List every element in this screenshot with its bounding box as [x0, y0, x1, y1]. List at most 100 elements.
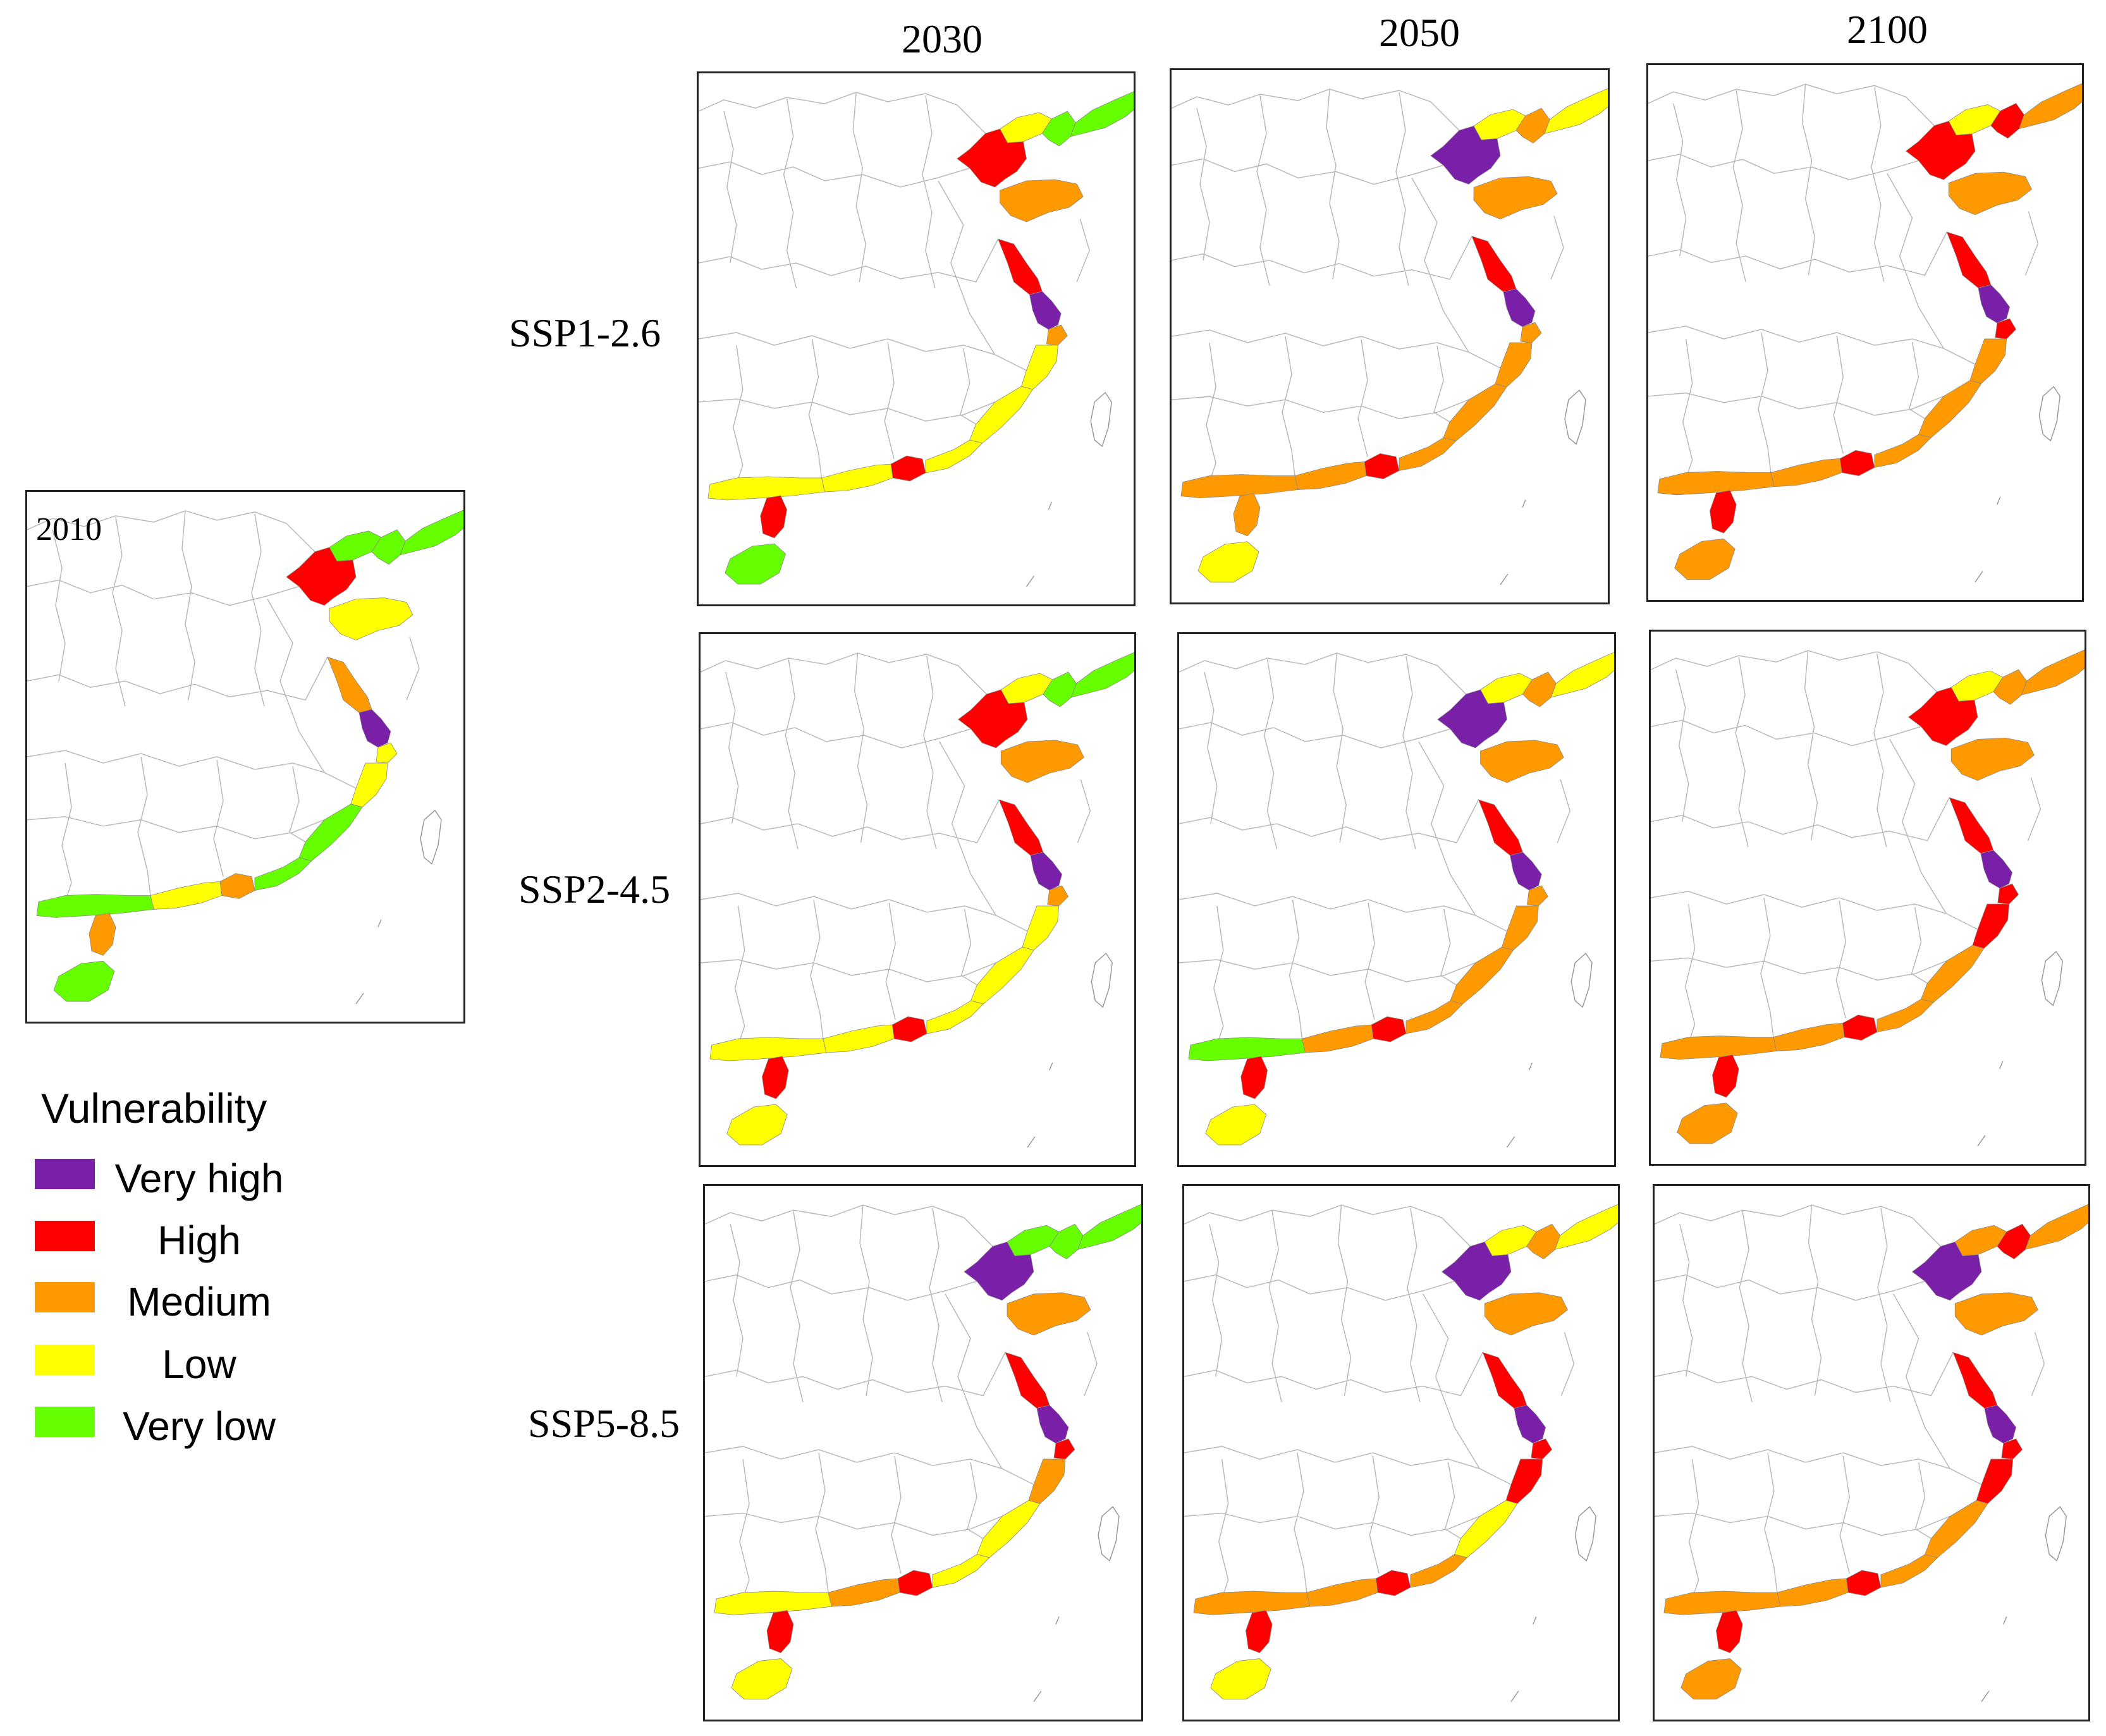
coastal-region-zhejiang	[1495, 342, 1533, 388]
province-borders	[1651, 650, 2042, 1044]
coastal-region-guangxi	[1660, 1036, 1777, 1060]
coastal-region-fujian	[1454, 1500, 1518, 1558]
map-panel-ssp2-2030	[699, 632, 1136, 1167]
coastal-region-jiangsu-north	[1952, 1352, 1998, 1409]
province-borders	[705, 1204, 1098, 1599]
coastal-region-fujian	[1924, 1500, 1988, 1558]
coastal-region-yangtze-delta	[1984, 1405, 2017, 1444]
coastal-region-liaodong-west	[1473, 109, 1526, 140]
island-marks	[1025, 501, 1053, 587]
coastal-region-liaodong-east	[1522, 671, 1557, 707]
coastal-map	[1172, 88, 1608, 585]
coastal-region-guangxi	[36, 894, 154, 918]
map-panel-ssp2-2050	[1177, 632, 1616, 1167]
coastal-region-zhejiang	[1505, 1458, 1543, 1504]
coastal-region-shandong	[1480, 740, 1564, 783]
coastal-region-guangdong-west	[1777, 1578, 1849, 1607]
coastal-region-pearl-delta	[1375, 1570, 1411, 1596]
coastal-region-pearl-delta	[890, 455, 926, 482]
coastal-region-leizhou	[1710, 490, 1737, 534]
coastal-region-liaodong-west	[1480, 673, 1533, 704]
map-panel-ssp2-2100	[1649, 630, 2086, 1166]
scenario-label-ssp5: SSP5-8.5	[528, 1401, 680, 1446]
legend-label-very-high: Very high	[114, 1156, 284, 1201]
coastal-region-leizhou	[1246, 1610, 1273, 1653]
coastal-region-guangdong-west	[823, 1024, 895, 1053]
coastal-region-fujian	[969, 386, 1034, 444]
coastal-region-guangdong-east	[1399, 437, 1457, 471]
island-marks	[1510, 1616, 1537, 1702]
coastal-region-guangdong-east	[254, 857, 312, 891]
coastal-region-guangdong-east	[1880, 1554, 1938, 1588]
coastal-region-jiangsu-north	[1471, 235, 1517, 293]
coastal-region-pearl-delta	[1371, 1016, 1407, 1042]
coastal-region-jiangsu-north	[1949, 797, 1994, 854]
coastal-region-bohai-west	[1911, 1241, 1982, 1301]
island-marks	[1506, 1062, 1533, 1148]
coastal-region-dandong	[1550, 652, 1614, 698]
island-marks	[1500, 499, 1526, 585]
legend-swatch-low	[35, 1345, 95, 1375]
coastal-region-dandong	[1070, 91, 1134, 137]
province-borders	[1648, 83, 2039, 479]
legend: Vulnerability Very high High Medium Low …	[35, 1084, 326, 1464]
legend-title: Vulnerability	[41, 1085, 267, 1132]
taiwan-outline	[1090, 391, 1112, 448]
coastal-region-fujian	[298, 804, 363, 862]
panel-title-2010: 2010	[36, 511, 102, 547]
island-marks	[1974, 496, 2001, 583]
coastal-region-liaodong-east	[1515, 107, 1550, 144]
province-borders	[1172, 89, 1564, 482]
scenario-label-ssp2: SSP2-4.5	[518, 867, 671, 912]
coastal-region-guangdong-west	[821, 463, 893, 492]
coastal-region-guangxi	[709, 1037, 827, 1061]
island-marks	[1977, 1061, 2004, 1147]
coastal-region-guangxi	[1663, 1591, 1781, 1615]
coastal-region-hainan	[1197, 541, 1259, 583]
coastal-region-jiangsu-north	[997, 238, 1043, 295]
coastal-region-guangdong-west	[1770, 458, 1842, 487]
island-marks	[1981, 1616, 2007, 1702]
coastal-region-shanghai	[1531, 1438, 1553, 1460]
coastal-region-liaodong-east	[1993, 669, 2027, 705]
coastal-map	[27, 510, 463, 1005]
province-borders	[1655, 1204, 2045, 1599]
coastal-region-pearl-delta	[1846, 1570, 1882, 1596]
coastal-map	[1651, 649, 2085, 1147]
coastal-region-guangxi	[707, 476, 825, 501]
coastal-region-leizhou	[1716, 1610, 1743, 1653]
coastal-region-guangdong-east	[1410, 1554, 1468, 1588]
coastal-region-hainan	[53, 960, 115, 1002]
taiwan-outline	[1098, 1506, 1120, 1562]
coastal-region-jiangsu-north	[327, 656, 372, 713]
coastal-map	[705, 1204, 1141, 1702]
coastal-region-pearl-delta	[891, 1016, 927, 1042]
coastal-region-yangtze-delta	[1503, 288, 1536, 327]
coastal-region-guangdong-east	[1874, 434, 1932, 468]
coastal-region-bohai-west	[1430, 125, 1501, 185]
coastal-region-dandong	[1544, 88, 1608, 134]
coastal-region-liaodong-east	[371, 529, 406, 565]
coastal-region-dandong	[400, 510, 463, 556]
year-header-2050: 2050	[1379, 10, 1460, 55]
coastal-region-guangdong-west	[150, 881, 223, 910]
coastal-region-dandong	[2024, 1204, 2088, 1250]
map-panel-ssp5-2030	[703, 1184, 1143, 1721]
coastal-region-hainan	[1205, 1104, 1267, 1146]
province-borders	[1179, 652, 1570, 1046]
coastal-region-yangtze-delta	[1978, 284, 2011, 324]
map-panel-ssp1-2050	[1170, 68, 1610, 604]
coastal-region-shanghai	[2001, 1438, 2023, 1460]
coastal-region-zhejiang	[1972, 903, 2010, 949]
coastal-region-leizhou	[1233, 493, 1261, 537]
coastal-region-bohai-west	[286, 547, 357, 606]
taiwan-outline	[2041, 951, 2063, 1006]
coastal-region-hainan	[1677, 1103, 1738, 1144]
legend-label-medium: Medium	[127, 1279, 271, 1324]
legend-swatch-medium	[35, 1282, 95, 1312]
coastal-region-leizhou	[760, 495, 788, 539]
coastal-region-shanghai	[376, 742, 398, 764]
coastal-region-guangdong-east	[1405, 1000, 1464, 1034]
coastal-region-leizhou	[766, 1610, 794, 1653]
coastal-region-jiangsu-north	[1946, 231, 1992, 288]
